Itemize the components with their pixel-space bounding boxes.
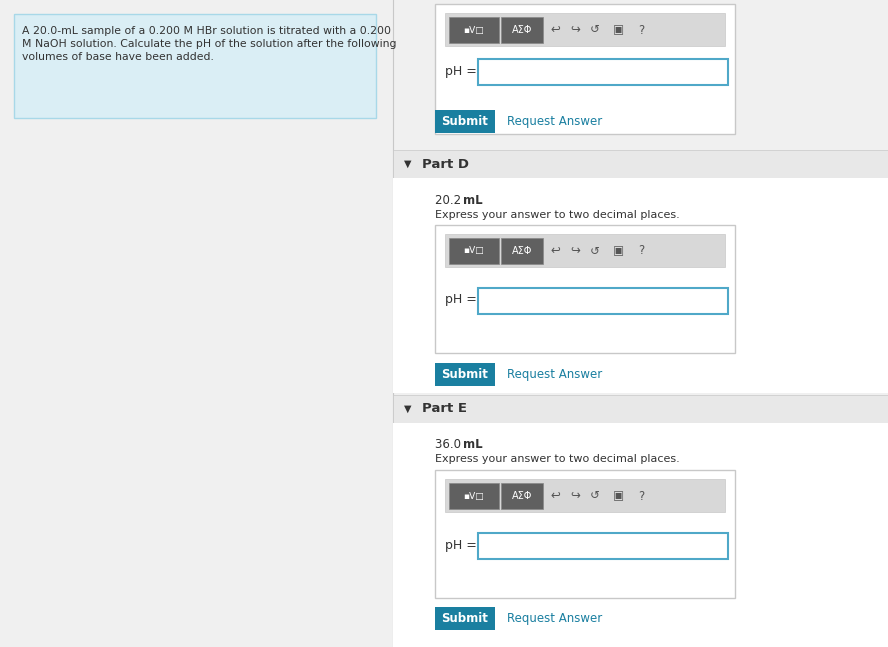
Text: volumes of base have been added.: volumes of base have been added. [22,52,214,62]
Bar [435,4,735,134]
Text: Submit: Submit [441,612,488,625]
Text: ↩: ↩ [550,245,560,258]
Bar [393,395,888,423]
Text: ↪: ↪ [570,490,580,503]
Bar [435,470,735,598]
Text: 36.0: 36.0 [435,438,464,451]
Bar [445,479,725,512]
Text: ▪V□: ▪V□ [464,247,484,256]
Bar [435,363,495,386]
Bar [501,238,543,264]
Text: M NaOH solution. Calculate the pH of the solution after the following: M NaOH solution. Calculate the pH of the… [22,39,397,49]
Text: Part D: Part D [422,157,469,171]
Bar [478,59,728,85]
Text: pH =: pH = [445,294,477,307]
Bar [501,17,543,43]
Text: ▼: ▼ [404,404,412,414]
Text: Request Answer: Request Answer [507,612,602,625]
Text: ΑΣΦ: ΑΣΦ [511,25,532,35]
Text: ΑΣΦ: ΑΣΦ [511,246,532,256]
Text: Submit: Submit [441,368,488,381]
Text: ↩: ↩ [550,23,560,36]
Bar [14,14,376,118]
Text: Express your answer to two decimal places.: Express your answer to two decimal place… [435,210,679,220]
Bar [449,238,499,264]
Text: Request Answer: Request Answer [507,115,602,128]
Bar [393,150,888,178]
Text: ▪V□: ▪V□ [464,25,484,34]
Bar [478,288,728,314]
Bar [445,234,725,267]
Text: ↩: ↩ [550,490,560,503]
Text: ↺: ↺ [590,490,600,503]
Text: ?: ? [638,490,644,503]
Bar [449,483,499,509]
Bar [435,225,735,353]
Text: Submit: Submit [441,115,488,128]
Text: 20.2: 20.2 [435,194,465,207]
Text: A 20.0-mL sample of a 0.200 M HBr solution is titrated with a 0.200: A 20.0-mL sample of a 0.200 M HBr soluti… [22,26,391,36]
Text: ↺: ↺ [590,23,600,36]
Bar [478,533,728,559]
Text: ↪: ↪ [570,23,580,36]
Text: mL: mL [463,194,482,207]
Text: ▼: ▼ [404,159,412,169]
Bar [393,178,888,393]
Text: mL: mL [463,438,482,451]
Text: ▣: ▣ [613,23,623,36]
Bar [445,13,725,46]
Text: ?: ? [638,23,644,36]
Text: pH =: pH = [445,65,477,78]
Bar [501,483,543,509]
Text: ▪V□: ▪V□ [464,492,484,501]
Text: ↪: ↪ [570,245,580,258]
Text: ▣: ▣ [613,490,623,503]
Text: pH =: pH = [445,538,477,551]
Text: Part E: Part E [422,402,467,415]
Text: Express your answer to two decimal places.: Express your answer to two decimal place… [435,454,679,464]
Bar [435,607,495,630]
Text: Request Answer: Request Answer [507,368,602,381]
Text: ▣: ▣ [613,245,623,258]
Bar [393,423,888,647]
Text: ?: ? [638,245,644,258]
Bar [449,17,499,43]
Bar [435,110,495,133]
Text: ↺: ↺ [590,245,600,258]
Text: ΑΣΦ: ΑΣΦ [511,491,532,501]
